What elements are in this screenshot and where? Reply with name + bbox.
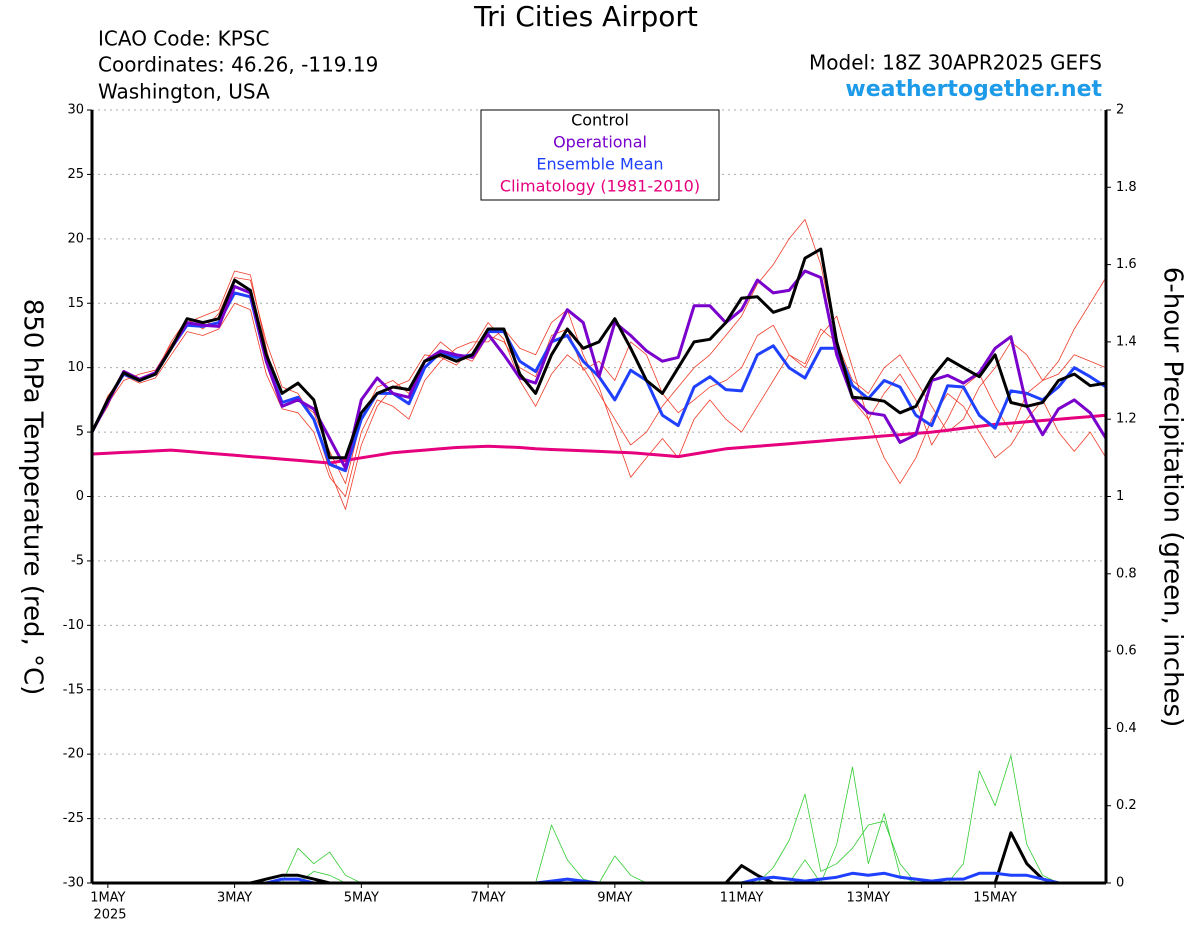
y2-tick-label: 1.4	[1116, 334, 1137, 349]
y-tick-label: 10	[67, 360, 84, 375]
y2-tick-label: 0	[1116, 876, 1124, 891]
series-line	[92, 755, 1106, 884]
y2-tick-label: 0.8	[1116, 566, 1137, 581]
y2-tick-label: 1	[1116, 489, 1124, 504]
y2-tick-label: 1.8	[1116, 180, 1137, 195]
x-tick-label: 7MAY	[470, 891, 505, 906]
y2-tick-label: 1.6	[1116, 257, 1137, 272]
x-tick-label: 15MAY	[973, 891, 1017, 906]
info-line: ICAO Code: KPSC	[98, 27, 269, 51]
series-line	[92, 793, 1106, 884]
legend-entry: Control	[571, 111, 629, 130]
x-tick-label: 11MAY	[720, 891, 764, 906]
series-line	[90, 247, 1107, 460]
y2-axis-label: 6-hour Precipitation (green, inches)	[1158, 267, 1188, 727]
x-tick-label: 5MAY	[344, 891, 379, 906]
x-year-label: 2025	[93, 908, 126, 923]
y-tick-label: -15	[63, 682, 84, 697]
legend-entry: Climatology (1981-2010)	[500, 177, 700, 196]
model-info: Model: 18Z 30APR2025 GEFS	[809, 51, 1102, 75]
y-tick-label: 25	[67, 167, 84, 182]
series-line	[90, 291, 1107, 473]
y2-tick-label: 0.6	[1116, 644, 1137, 659]
x-tick-label: 1MAY	[90, 891, 125, 906]
source: weathertogether.net	[845, 77, 1102, 102]
y-tick-label: -25	[63, 811, 84, 826]
y-tick-label: -20	[63, 747, 84, 762]
legend-box	[480, 109, 720, 201]
series-line	[91, 270, 1107, 484]
legend-entry: Ensemble Mean	[536, 155, 663, 174]
info-line: Coordinates: 46.26, -119.19	[98, 53, 378, 77]
y-tick-label: 5	[76, 425, 84, 440]
chart-title: Tri Cities Airport	[473, 0, 698, 33]
y-tick-label: -30	[63, 876, 84, 891]
y-tick-label: -5	[71, 553, 84, 568]
y2-tick-label: 0.2	[1116, 798, 1137, 813]
y-axis-label: 850 hPa Temperature (red, °C)	[18, 299, 48, 696]
y-tick-label: -10	[63, 618, 84, 633]
y-tick-label: 20	[67, 231, 84, 246]
info-line: Washington, USA	[98, 80, 270, 104]
y2-tick-label: 0.4	[1116, 721, 1137, 736]
x-tick-label: 9MAY	[597, 891, 632, 906]
legend-entry: Operational	[553, 133, 647, 152]
y-tick-label: 30	[67, 103, 84, 118]
x-tick-label: 3MAY	[217, 891, 252, 906]
series-line	[91, 219, 1107, 510]
series-line	[91, 413, 1107, 465]
series-line	[90, 269, 1108, 470]
y2-tick-label: 1.2	[1116, 412, 1137, 427]
y2-tick-label: 2	[1116, 103, 1124, 118]
x-tick-label: 13MAY	[847, 891, 891, 906]
y-tick-label: 15	[67, 296, 84, 311]
series-line	[91, 302, 1107, 497]
y-tick-label: 0	[76, 489, 84, 504]
